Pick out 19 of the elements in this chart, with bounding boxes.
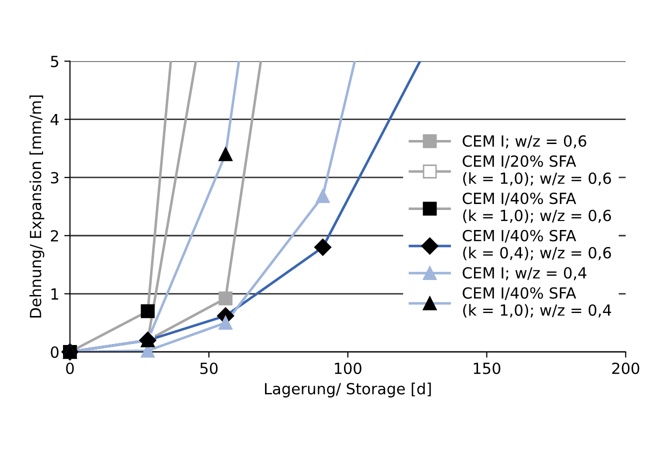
x-tick-label: 100 [334,362,362,374]
y-tick-label: 2 [50,230,58,242]
legend-label: CEM I; w/z = 0,4 [462,267,586,280]
x-tick-label: 0 [66,362,74,374]
y-tick-label: 5 [51,56,58,68]
legend-label: CEM I/40% SFA (k = 1,0); w/z = 0,6 [462,192,611,224]
legend-label: CEM I; w/z = 0,6 [462,135,586,148]
x-tick-label: 200 [612,362,640,374]
x-axis-title: Lagerung/ Storage [d] [265,382,431,398]
y-axis-title: Dehnung/ Expansion [mm/m] [29,95,44,318]
y-tick-label: 4 [50,114,59,126]
legend-label: CEM I/40% SFA (k = 1,0); w/z = 0,4 [462,287,612,318]
y-tick-label: 3 [50,172,58,184]
x-tick-label: 50 [200,362,218,374]
legend-label: CEM I/40% SFA (k = 0,4); w/z = 0,6 [462,230,611,260]
legend-label: CEM I/20% SFA (k = 1,0); w/z = 0,6 [462,155,611,186]
x-tick-label: 150 [474,362,500,374]
y-tick-label: 0 [50,346,59,358]
y-tick-label: 1 [52,288,58,300]
